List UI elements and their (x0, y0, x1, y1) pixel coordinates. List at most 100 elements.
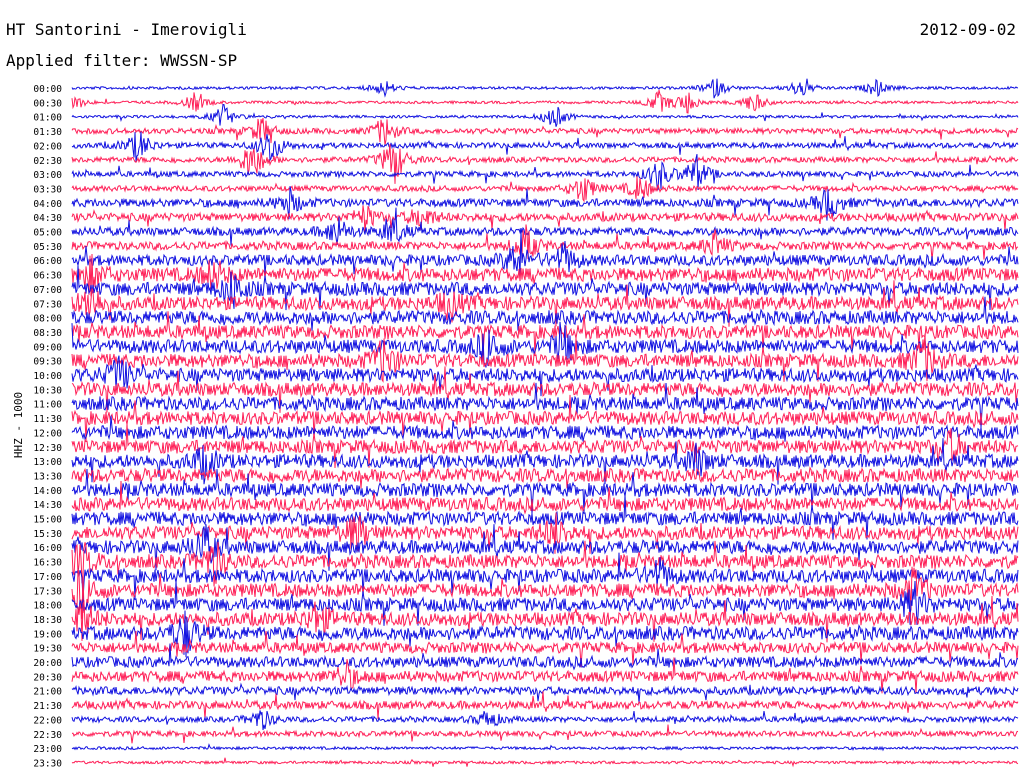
time-label: 03:00 (33, 170, 62, 181)
time-label: 19:00 (33, 629, 62, 640)
trace-line (71, 552, 1019, 600)
time-label: 16:30 (33, 558, 62, 569)
trace-line (71, 710, 1019, 731)
trace-line (71, 438, 1019, 485)
time-label: 21:00 (33, 687, 62, 698)
trace-line (71, 643, 1018, 671)
applied-filter-label: Applied filter: WWSSN-SP (6, 51, 238, 70)
time-label: 07:00 (33, 285, 62, 296)
trace-line (71, 89, 1019, 114)
trace-line (71, 355, 1019, 397)
trace-line (71, 682, 1019, 704)
time-label: 22:00 (33, 715, 62, 726)
time-label: 02:30 (33, 156, 62, 167)
trace-line (71, 118, 1019, 146)
trace-line (71, 580, 1019, 626)
trace-line (71, 512, 1019, 554)
trace-line (71, 724, 1019, 744)
seismic-traces (71, 78, 1019, 768)
time-label: 10:00 (33, 371, 62, 382)
time-label: 13:30 (33, 471, 62, 482)
trace-line (71, 311, 1019, 356)
time-label: 16:00 (33, 543, 62, 554)
trace-line (71, 280, 1019, 327)
trace-line (71, 103, 1019, 127)
trace-line (71, 691, 1019, 720)
time-label: 11:00 (33, 400, 62, 411)
time-label: 09:00 (33, 342, 62, 353)
trace-line (71, 494, 1019, 540)
time-label: 06:00 (33, 256, 62, 267)
time-label: 21:30 (33, 701, 62, 712)
trace-line (71, 230, 1019, 276)
time-label: 00:00 (33, 84, 62, 95)
trace-line (71, 366, 1019, 413)
record-date: 2012-09-02 (919, 20, 1016, 39)
time-label: 05:30 (33, 242, 62, 253)
time-label: 23:30 (33, 758, 62, 769)
trace-line (71, 630, 1019, 667)
trace-line (71, 657, 1019, 694)
time-label: 12:00 (33, 428, 62, 439)
time-label: 14:00 (33, 486, 62, 497)
time-label: 20:00 (33, 658, 62, 669)
trace-line (71, 382, 1019, 428)
time-label: 19:30 (33, 644, 62, 655)
time-label: 13:00 (33, 457, 62, 468)
trace-line (71, 610, 1019, 658)
trace-line (71, 757, 1019, 768)
time-label: 14:30 (33, 500, 62, 511)
time-label: 08:00 (33, 314, 62, 325)
time-label: 03:30 (33, 184, 62, 195)
trace-line (71, 540, 1019, 587)
trace-line (71, 566, 1019, 619)
time-label: 22:30 (33, 730, 62, 741)
time-label: 18:30 (33, 615, 62, 626)
trace-line (71, 176, 1019, 203)
time-label: 17:30 (33, 586, 62, 597)
trace-line (71, 224, 1019, 261)
time-label: 23:00 (33, 744, 62, 755)
trace-line (71, 468, 1019, 514)
time-label: 05:00 (33, 228, 62, 239)
time-label: 08:30 (33, 328, 62, 339)
time-label: 06:30 (33, 271, 62, 282)
time-label: 02:00 (33, 141, 62, 152)
trace-line (71, 333, 1019, 383)
time-label: 20:30 (33, 672, 62, 683)
trace-line (71, 423, 1019, 469)
trace-line (71, 480, 1019, 515)
time-label: 09:30 (33, 357, 62, 368)
time-label: 11:30 (33, 414, 62, 425)
time-labels: 00:00 00:30 01:00 01:30 02:00 02:30 03:00 03:30… (33, 84, 62, 769)
time-label: 17:00 (33, 572, 62, 583)
time-label: 00:30 (33, 98, 62, 109)
time-label: 12:30 (33, 443, 62, 454)
trace-line (71, 186, 1019, 221)
trace-line (71, 415, 1019, 442)
trace-line (71, 466, 1019, 489)
trace-line (71, 143, 1019, 184)
time-label: 18:00 (33, 601, 62, 612)
station-title: HT Santorini - Imerovigli (6, 20, 247, 39)
trace-line (71, 131, 1019, 162)
trace-line (71, 205, 1019, 233)
trace-line (71, 524, 1019, 571)
trace-line (71, 153, 1019, 191)
time-label: 07:30 (33, 299, 62, 310)
trace-line (71, 207, 1019, 246)
trace-line (71, 265, 1019, 311)
trace-line (71, 595, 1019, 643)
trace-line (71, 253, 1019, 297)
time-label: 01:30 (33, 127, 62, 138)
time-label: 15:00 (33, 515, 62, 526)
trace-line (71, 394, 1019, 442)
time-label: 01:00 (33, 113, 62, 124)
trace-line (71, 296, 1019, 331)
time-label: 04:00 (33, 199, 62, 210)
trace-line (71, 743, 1019, 752)
trace-line (71, 321, 1019, 368)
time-label: 04:30 (33, 213, 62, 224)
time-label: 15:30 (33, 529, 62, 540)
